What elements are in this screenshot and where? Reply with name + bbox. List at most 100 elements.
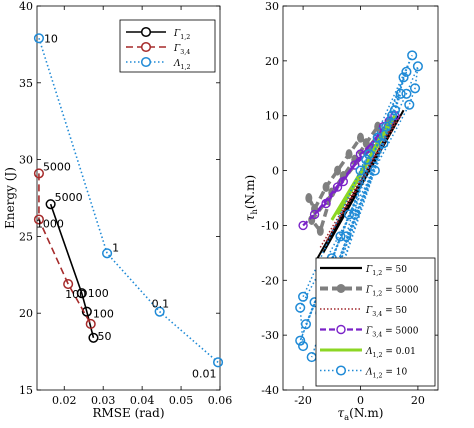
right-data-point xyxy=(395,88,406,99)
left-legend-label: Γ1,2 xyxy=(173,29,190,41)
left-point-label: 100 xyxy=(88,287,109,300)
right-data-point xyxy=(369,165,380,176)
left-y-tick-label: 20 xyxy=(19,307,33,320)
right-y-tick-label: -10 xyxy=(261,219,279,232)
left-x-tick-label: 0.05 xyxy=(169,394,194,407)
right-data-point xyxy=(401,88,412,99)
right-data-point xyxy=(389,105,400,116)
right-data-point xyxy=(409,83,421,94)
left-x-tick-label: 0.06 xyxy=(208,394,233,407)
right-data-point xyxy=(332,182,343,192)
left-y-tick-label: 30 xyxy=(19,154,33,167)
right-x-tick-label: -20 xyxy=(294,394,312,407)
left-y-tick-label: 15 xyxy=(19,384,33,397)
right-data-point xyxy=(378,138,389,149)
left-point-label: 5000 xyxy=(43,160,71,173)
left-x-axis-label: RMSE (rad) xyxy=(92,406,164,420)
right-data-point xyxy=(343,209,355,220)
left-series-line-2 xyxy=(38,38,219,363)
right-data-point xyxy=(349,209,360,220)
right-data-point xyxy=(305,193,313,203)
right-legend-box xyxy=(315,257,436,387)
right-x-axis-label: τa(N.m) xyxy=(338,406,384,422)
right-y-axis-label: τh(N.m) xyxy=(243,175,259,221)
left-legend-marker xyxy=(140,56,152,68)
left-data-point xyxy=(154,306,165,317)
left-data-point xyxy=(33,33,44,44)
right-data-point xyxy=(401,66,412,77)
left-data-point xyxy=(76,288,87,299)
right-data-point xyxy=(338,176,348,187)
left-point-label: 5000 xyxy=(55,191,83,204)
right-legend-label: Λ1,2 = 10 xyxy=(365,368,408,380)
left-y-axis-label: Energy (J) xyxy=(3,167,17,229)
right-y-tick-label: 10 xyxy=(265,110,279,123)
right-legend-label: Γ1,2 = 5000 xyxy=(365,286,419,298)
right-data-point xyxy=(298,341,309,352)
right-data-point xyxy=(295,335,306,346)
right-y-tick-label: 0 xyxy=(272,165,279,178)
right-data-point xyxy=(350,160,360,170)
right-data-point xyxy=(355,165,366,176)
right-data-point xyxy=(309,209,320,220)
right-data-point xyxy=(404,99,415,110)
right-y-tick-label: -40 xyxy=(261,384,279,397)
right-x-tick-label: 20 xyxy=(411,394,425,407)
left-point-label: 0.01 xyxy=(192,367,217,380)
right-data-point xyxy=(364,149,375,160)
right-y-tick-label: -30 xyxy=(261,329,279,342)
right-data-point xyxy=(374,121,382,132)
left-series-line-1 xyxy=(38,173,92,325)
right-legend-marker xyxy=(335,365,347,376)
right-data-point xyxy=(295,302,306,313)
left-x-tick-label: 0.02 xyxy=(52,394,77,407)
right-data-point xyxy=(412,61,423,72)
left-point-label: 100 xyxy=(93,308,114,321)
right-data-point xyxy=(407,50,418,61)
right-plot-area xyxy=(295,50,423,363)
left-y-tick-label: 25 xyxy=(19,230,33,243)
right-x-tick-label: 0 xyxy=(357,394,364,407)
left-y-tick-label: 40 xyxy=(19,0,33,13)
left-data-point xyxy=(63,278,74,290)
right-data-point xyxy=(372,132,383,143)
left-point-label: 50 xyxy=(97,330,111,343)
left-data-point xyxy=(85,318,96,330)
right-y-tick-label: 30 xyxy=(265,0,279,13)
right-data-point xyxy=(316,225,324,236)
right-data-point xyxy=(341,231,352,242)
right-legend-label: Γ3,4 = 50 xyxy=(365,306,407,318)
left-point-label: 0.1 xyxy=(152,298,170,311)
right-legend-marker xyxy=(336,284,346,293)
right-data-point xyxy=(322,182,330,193)
left-series-line-0 xyxy=(49,203,95,338)
left-point-label: 1000 xyxy=(36,218,64,231)
right-data-point xyxy=(345,149,353,160)
left-point-label: 1 xyxy=(112,241,119,254)
left-data-point xyxy=(33,214,44,225)
right-legend-label: Γ1,2 = 50 xyxy=(365,265,407,277)
left-chart-energy-vs-rmse: 0.02 0.03 0.04 0.05 0.06 15 20 25 30 35 40 RMSE (ra… xyxy=(3,0,232,420)
right-legend-marker xyxy=(336,324,346,335)
right-data-point xyxy=(298,220,308,231)
left-data-point xyxy=(81,306,92,317)
left-point-label: 100 xyxy=(65,288,86,301)
right-data-point xyxy=(361,154,372,165)
right-legend-label: Λ1,2 = 0.01 xyxy=(365,347,416,359)
right-y-tick-label: 20 xyxy=(265,55,279,68)
right-data-point xyxy=(300,319,312,330)
left-point-label: 10 xyxy=(44,32,58,45)
left-data-point xyxy=(45,199,56,210)
right-y-tick-label: -20 xyxy=(261,274,279,287)
right-data-point xyxy=(357,132,364,143)
right-data-point xyxy=(298,291,309,302)
left-x-tick-label: 0.03 xyxy=(91,394,116,407)
left-legend-marker xyxy=(140,41,152,53)
left-legend-box xyxy=(119,19,216,73)
right-data-point xyxy=(381,121,392,132)
left-legend-label: Γ3,4 xyxy=(173,44,190,56)
right-data-point xyxy=(387,110,398,121)
right-data-point xyxy=(398,72,409,83)
left-data-point xyxy=(33,168,44,179)
